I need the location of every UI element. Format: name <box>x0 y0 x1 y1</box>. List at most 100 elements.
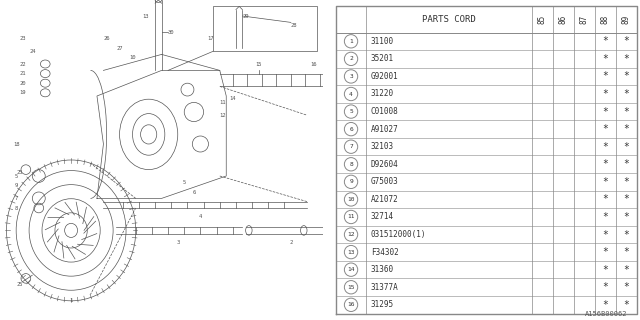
Text: *: * <box>602 247 608 257</box>
Text: *: * <box>623 177 629 187</box>
Text: 86: 86 <box>559 15 568 24</box>
Text: *: * <box>623 247 629 257</box>
Text: 18: 18 <box>13 141 19 147</box>
Text: 14: 14 <box>348 267 355 272</box>
Text: 6: 6 <box>192 189 196 195</box>
Text: 22: 22 <box>19 61 26 67</box>
Text: *: * <box>623 71 629 81</box>
Text: 2: 2 <box>289 240 292 245</box>
Text: 32714: 32714 <box>371 212 394 221</box>
Text: *: * <box>602 71 608 81</box>
Text: *: * <box>623 124 629 134</box>
Text: 9: 9 <box>349 179 353 184</box>
Text: 12: 12 <box>348 232 355 237</box>
Text: 89: 89 <box>622 15 631 24</box>
Text: C01008: C01008 <box>371 107 399 116</box>
Text: *: * <box>623 229 629 240</box>
Text: 21: 21 <box>19 71 26 76</box>
Text: 85: 85 <box>538 15 547 24</box>
Text: PARTS CORD: PARTS CORD <box>422 15 476 24</box>
Text: 7: 7 <box>15 196 18 201</box>
Text: *: * <box>602 36 608 46</box>
Text: 23: 23 <box>19 36 26 41</box>
Text: 11: 11 <box>348 214 355 220</box>
Text: 5: 5 <box>349 109 353 114</box>
Text: *: * <box>602 89 608 99</box>
Text: 26: 26 <box>104 36 110 41</box>
Text: 2: 2 <box>349 56 353 61</box>
Text: *: * <box>602 107 608 116</box>
Text: 16: 16 <box>310 62 317 67</box>
FancyBboxPatch shape <box>213 6 317 51</box>
Text: G92001: G92001 <box>371 72 399 81</box>
Text: 35201: 35201 <box>371 54 394 63</box>
Text: 14: 14 <box>230 96 236 101</box>
Text: *: * <box>623 142 629 152</box>
Text: 31360: 31360 <box>371 265 394 274</box>
Text: 15: 15 <box>255 62 262 67</box>
Text: 13: 13 <box>348 250 355 255</box>
Text: 1: 1 <box>349 39 353 44</box>
Text: 31100: 31100 <box>371 37 394 46</box>
Text: *: * <box>602 282 608 292</box>
Text: G75003: G75003 <box>371 177 399 186</box>
Text: 16: 16 <box>348 302 355 307</box>
Text: *: * <box>602 300 608 310</box>
Text: A91027: A91027 <box>371 124 399 134</box>
Text: 6: 6 <box>349 127 353 132</box>
Text: 10: 10 <box>348 197 355 202</box>
Text: 3: 3 <box>176 240 179 245</box>
Text: *: * <box>623 300 629 310</box>
Text: 17: 17 <box>207 36 213 41</box>
Text: A21072: A21072 <box>371 195 399 204</box>
Text: 20: 20 <box>19 81 26 86</box>
Text: 32103: 32103 <box>371 142 394 151</box>
Text: 31220: 31220 <box>371 90 394 99</box>
Text: 24: 24 <box>29 49 36 54</box>
Text: 88: 88 <box>601 15 610 24</box>
Text: 1: 1 <box>70 298 73 303</box>
Text: *: * <box>623 36 629 46</box>
Text: 15: 15 <box>348 285 355 290</box>
Text: *: * <box>623 159 629 169</box>
Text: 11: 11 <box>220 100 227 105</box>
Text: *: * <box>602 229 608 240</box>
Text: *: * <box>602 54 608 64</box>
Text: 10: 10 <box>129 55 136 60</box>
Text: F34302: F34302 <box>371 248 399 257</box>
Text: 5: 5 <box>15 173 18 179</box>
Text: 29: 29 <box>243 13 249 19</box>
Text: *: * <box>602 265 608 275</box>
Text: 13: 13 <box>142 13 148 19</box>
Text: 4: 4 <box>199 214 202 220</box>
Text: *: * <box>602 177 608 187</box>
Text: 25: 25 <box>16 282 22 287</box>
Text: 12: 12 <box>220 113 227 118</box>
Text: *: * <box>602 159 608 169</box>
Text: *: * <box>623 195 629 204</box>
Text: *: * <box>602 195 608 204</box>
Text: 8: 8 <box>15 205 18 211</box>
Text: 5: 5 <box>182 180 186 185</box>
Text: *: * <box>602 212 608 222</box>
Text: *: * <box>623 282 629 292</box>
Text: 8: 8 <box>349 162 353 167</box>
Text: 31377A: 31377A <box>371 283 399 292</box>
Text: *: * <box>602 124 608 134</box>
Text: 31295: 31295 <box>371 300 394 309</box>
Text: *: * <box>602 142 608 152</box>
Text: 7: 7 <box>349 144 353 149</box>
Text: A156B00062: A156B00062 <box>585 311 627 317</box>
Text: 031512000(1): 031512000(1) <box>371 230 426 239</box>
Text: *: * <box>623 265 629 275</box>
Text: *: * <box>623 107 629 116</box>
Text: 28: 28 <box>291 23 298 28</box>
Text: *: * <box>623 212 629 222</box>
Text: 30: 30 <box>168 29 175 35</box>
Text: *: * <box>623 89 629 99</box>
Text: 9: 9 <box>15 183 18 188</box>
Text: 25: 25 <box>16 170 22 175</box>
Text: 87: 87 <box>580 15 589 24</box>
Text: 4: 4 <box>349 92 353 97</box>
Text: 27: 27 <box>116 45 123 51</box>
